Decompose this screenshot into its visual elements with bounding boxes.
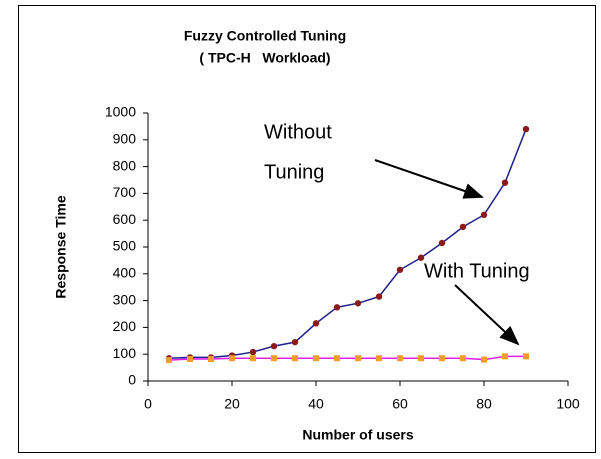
y-tick-label: 200: [113, 318, 137, 334]
y-tick-label: 600: [113, 211, 137, 227]
x-tick-label: 60: [392, 396, 408, 412]
point: [397, 355, 403, 362]
point: [417, 254, 425, 261]
annotation-arrow: [374, 159, 484, 199]
point: [502, 353, 508, 360]
point: [375, 293, 383, 300]
point: [396, 266, 404, 273]
point: [271, 355, 277, 362]
y-tick-label: 500: [113, 238, 137, 254]
y-tick-label: 800: [113, 157, 137, 173]
point: [523, 353, 529, 360]
point: [270, 342, 278, 350]
point: [187, 356, 193, 363]
y-tick-label: 300: [113, 291, 137, 307]
annotation: Tuning: [264, 161, 324, 183]
point: [250, 355, 256, 362]
point: [459, 223, 467, 231]
point: [354, 300, 362, 307]
x-tick-label: 0: [144, 396, 152, 412]
series-line: [168, 128, 527, 359]
chart-frame: [18, 5, 596, 453]
point: [166, 357, 172, 364]
y-tick-label: 100: [113, 345, 137, 361]
y-tick-label: 0: [128, 372, 136, 388]
point: [355, 355, 361, 362]
series-line: [168, 355, 526, 361]
point: [460, 355, 466, 362]
annotation: With Tuning: [424, 260, 530, 282]
point: [501, 179, 509, 186]
y-tick-label: 900: [113, 131, 137, 147]
y-tick-label: 400: [113, 265, 137, 281]
point: [438, 239, 446, 247]
annotation: Without: [264, 121, 332, 143]
point: [313, 355, 319, 362]
y-tick-label: 1000: [105, 104, 136, 120]
point: [249, 348, 257, 356]
point: [376, 355, 382, 362]
x-axis-label: Number of users: [302, 427, 413, 443]
point: [418, 355, 424, 362]
y-axis-label: Response Time: [53, 195, 69, 298]
point: [208, 356, 214, 363]
point: [291, 338, 299, 346]
y-tick-label: 700: [113, 184, 137, 200]
x-tick-label: 20: [224, 396, 240, 412]
point: [480, 211, 488, 219]
point: [334, 355, 340, 362]
point: [292, 355, 298, 362]
point: [522, 125, 530, 133]
x-tick-label: 80: [476, 396, 492, 412]
x-tick-label: 100: [556, 396, 580, 412]
point: [481, 356, 487, 363]
point: [229, 355, 235, 362]
chart-title: Fuzzy Controlled Tuning: [184, 28, 346, 44]
point: [312, 320, 320, 327]
point: [439, 355, 445, 362]
point: [333, 304, 341, 311]
chart-title: ( TPC-H Workload): [199, 50, 330, 66]
annotation-arrow: [454, 284, 520, 346]
x-tick-label: 40: [308, 396, 324, 412]
